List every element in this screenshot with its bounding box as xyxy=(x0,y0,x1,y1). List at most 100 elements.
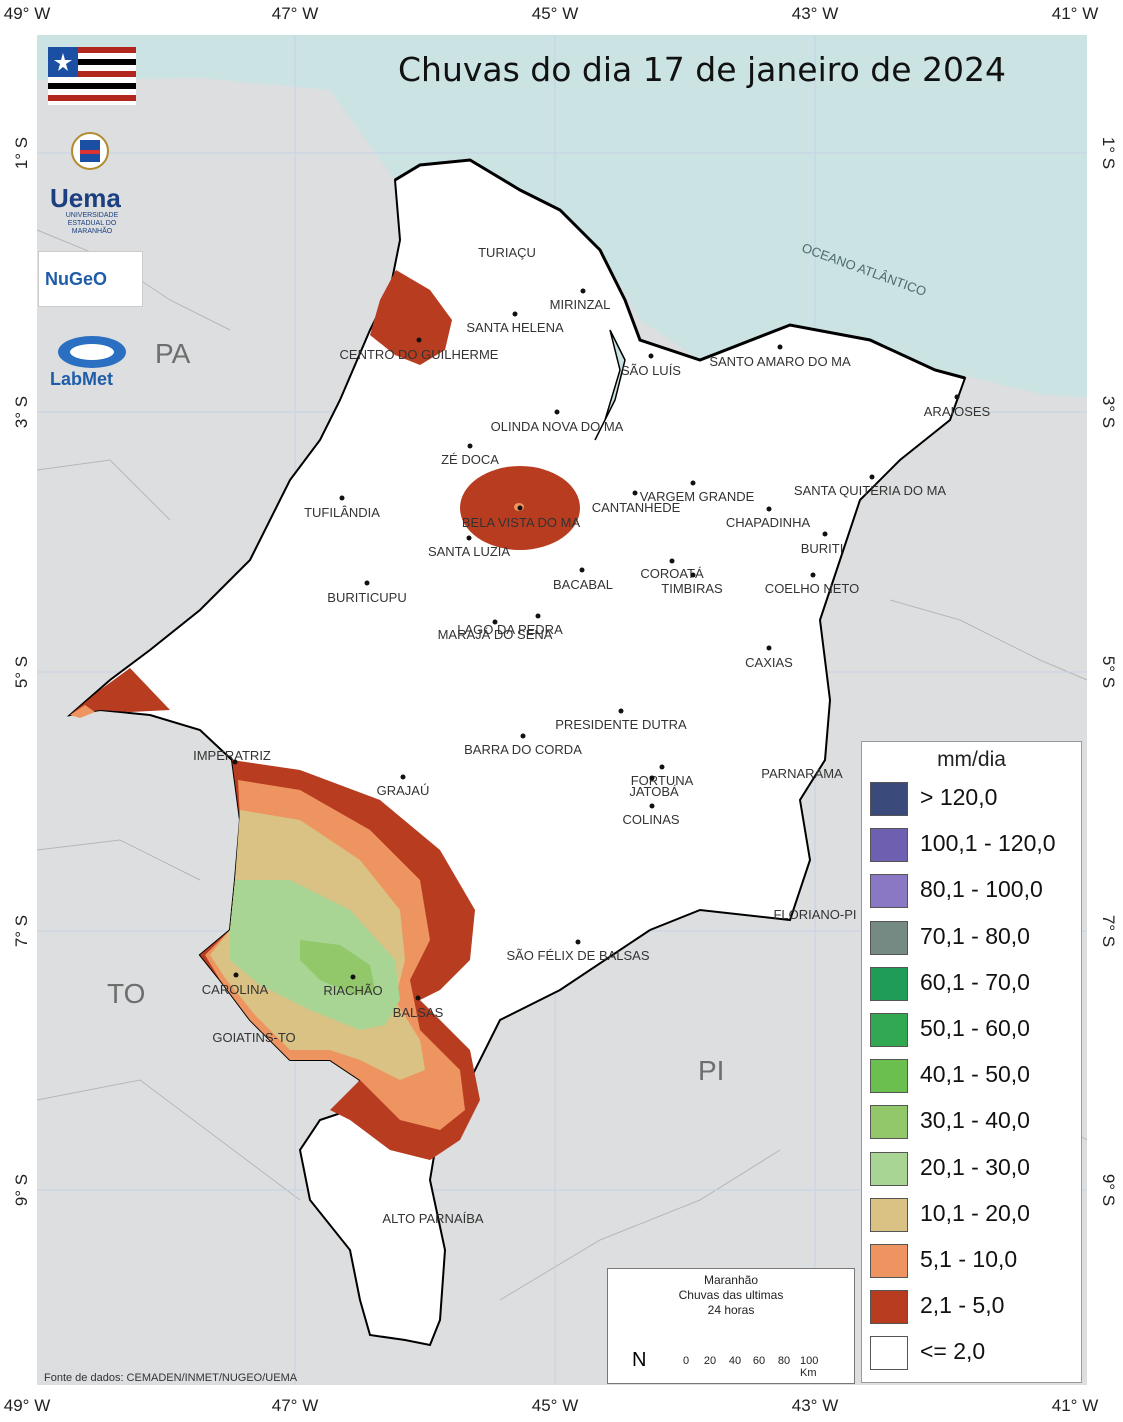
tick-left-5s: 5° S xyxy=(12,655,32,689)
city-label: ZÉ DOCA xyxy=(441,452,499,467)
city-label: COELHO NETO xyxy=(764,581,860,596)
nugeo-logo: NuGeO xyxy=(38,251,143,307)
legend-label: 100,1 - 120,0 xyxy=(920,830,1056,857)
legend-swatch xyxy=(870,1013,908,1047)
scale-label-20: 20 xyxy=(703,1355,717,1367)
legend-label: 5,1 - 10,0 xyxy=(920,1246,1018,1272)
legend-label: > 120,0 xyxy=(920,784,998,810)
legend-swatch xyxy=(870,782,908,816)
city-label: RIACHÃO xyxy=(323,983,383,998)
city-label: CAROLINA xyxy=(201,982,269,997)
zone-2-5-north xyxy=(370,270,452,365)
city-label: BURITI xyxy=(800,541,844,556)
legend-label: 30,1 - 40,0 xyxy=(920,1107,1030,1134)
tick-bottom-47w: 47° W xyxy=(271,1396,319,1415)
city-label: PARNARAMA xyxy=(761,766,843,781)
city-label: SÃO LUÍS xyxy=(621,363,681,378)
legend-item: 50,1 - 60,0 xyxy=(870,1013,1080,1047)
sao-luis-bay xyxy=(594,329,626,441)
city-dot xyxy=(580,288,586,294)
scale-label-60: 60 xyxy=(752,1355,766,1367)
zone-2-5-west xyxy=(70,668,170,715)
city-label: TURIAÇU xyxy=(478,245,536,260)
tick-bottom-45w: 45° W xyxy=(531,1396,579,1415)
city-dot xyxy=(869,474,875,480)
legend-swatch xyxy=(870,966,908,1001)
city-dot xyxy=(690,480,696,486)
city-dot xyxy=(649,803,655,809)
scale-label-100km: 100 Km xyxy=(800,1355,819,1379)
city-label: CENTRO DO GUILHERME xyxy=(339,347,499,362)
legend-item: 60,1 - 70,0 xyxy=(870,966,1080,1001)
legend-item: 70,1 - 80,0 xyxy=(870,920,1080,955)
city-dot xyxy=(520,733,526,739)
scale-label-0: 0 xyxy=(682,1355,690,1367)
city-dot xyxy=(554,409,560,415)
city-label: CHAPADINHA xyxy=(725,515,811,530)
legend-item: <= 2,0 xyxy=(870,1336,1080,1371)
city-dot xyxy=(632,490,638,496)
tick-bottom-41w: 41° W xyxy=(1051,1396,1099,1415)
state-label-pa: PA xyxy=(155,338,191,369)
legend-item: 10,1 - 20,0 xyxy=(870,1197,1080,1232)
city-dot xyxy=(517,505,523,511)
city-dot xyxy=(350,974,356,980)
city-dot xyxy=(822,531,828,537)
legend-item: 80,1 - 100,0 xyxy=(870,874,1080,909)
city-label: SÃO FÉLIX DE BALSAS xyxy=(506,948,650,963)
tick-top-47w: 47° W xyxy=(271,4,319,23)
city-dot xyxy=(575,939,581,945)
city-dot xyxy=(232,759,238,765)
city-label: BELA VISTA DO MA xyxy=(461,515,581,530)
tick-right-5s: 5° S xyxy=(1099,655,1119,689)
legend-label: 10,1 - 20,0 xyxy=(920,1199,1030,1226)
city-dot xyxy=(690,572,696,578)
legend-swatch xyxy=(870,1151,908,1186)
city-label: COLINAS xyxy=(622,812,680,827)
city-dot xyxy=(535,613,541,619)
data-source: Fonte de dados: CEMADEN/INMET/NUGEO/UEMA xyxy=(44,1372,298,1384)
legend-label: 40,1 - 50,0 xyxy=(920,1061,1030,1088)
city-label: COROATÁ xyxy=(640,566,704,581)
city-label: CANTANHEDE xyxy=(591,500,681,515)
city-dot xyxy=(810,572,816,578)
maranhao-flag xyxy=(48,47,136,105)
nugeo-logo-text: NuGeO xyxy=(45,269,108,289)
city-dot xyxy=(466,535,472,541)
city-label: SANTO AMARO DO MA xyxy=(709,354,851,369)
scale-label-80: 80 xyxy=(777,1355,791,1367)
city-dot xyxy=(364,580,370,586)
labmet-logo-text: LabMet xyxy=(50,369,113,389)
city-label: SANTA QUITÉRIA DO MA xyxy=(793,483,947,498)
city-label: ALTO PARNAÍBA xyxy=(382,1211,484,1226)
city-label: TIMBIRAS xyxy=(661,581,723,596)
legend-item: 20,1 - 30,0 xyxy=(870,1151,1080,1186)
city-dot xyxy=(400,774,406,780)
city-label: OLINDA NOVA DO MA xyxy=(490,419,624,434)
legend-item: 100,1 - 120,0 xyxy=(870,828,1080,863)
tick-left-3s: 3° S xyxy=(12,395,32,429)
legend-swatch xyxy=(870,874,908,909)
legend-label: <= 2,0 xyxy=(920,1338,986,1365)
legend-swatch xyxy=(870,1244,908,1278)
legend-item: 2,1 - 5,0 xyxy=(870,1290,1080,1325)
legend-label: 80,1 - 100,0 xyxy=(920,876,1043,903)
city-label: BALSAS xyxy=(392,1005,444,1020)
city-dot xyxy=(467,443,473,449)
city-label: ARAIOSES xyxy=(923,404,991,419)
tick-top-43w: 43° W xyxy=(791,4,839,23)
city-dot xyxy=(954,394,960,400)
city-dot xyxy=(512,311,518,317)
city-dot xyxy=(492,619,498,625)
info-box: Maranhão Chuvas das ultimas 24 horas N 0… xyxy=(607,1268,855,1384)
scale-label-40: 40 xyxy=(728,1355,742,1367)
city-label: IMPERATRIZ xyxy=(193,748,271,763)
legend-swatch xyxy=(870,1290,908,1325)
tick-bottom-43w: 43° W xyxy=(791,1396,839,1415)
uema-crest xyxy=(71,132,109,170)
city-dot xyxy=(777,344,783,350)
city-label: BURITICUPU xyxy=(327,590,407,605)
tick-right-1s: 1° S xyxy=(1099,136,1119,170)
city-label: BACABAL xyxy=(553,577,613,592)
legend-label: 20,1 - 30,0 xyxy=(920,1153,1030,1180)
